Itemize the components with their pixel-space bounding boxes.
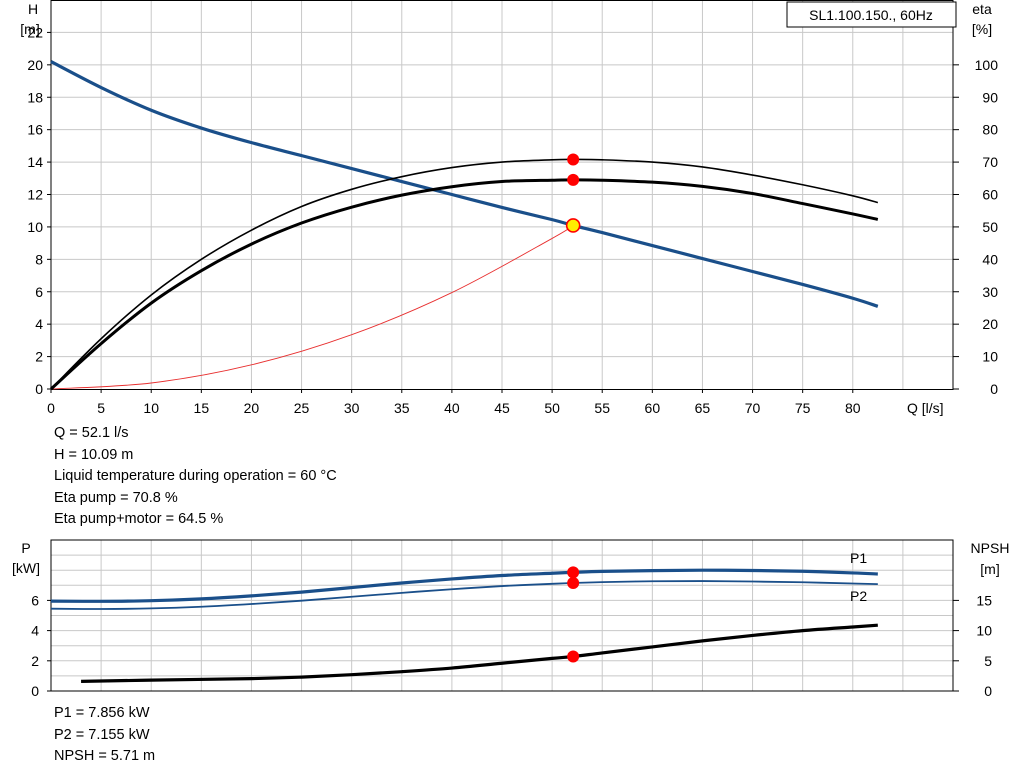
upper-left-axis-label-line2: [m]	[20, 21, 39, 37]
head-curve	[50, 60, 879, 308]
right-y-tick-label: 80	[982, 122, 998, 138]
x-tick-label: 60	[645, 400, 661, 416]
right-y-tick-label: 10	[982, 349, 998, 365]
lower-plot-grid	[51, 540, 953, 691]
lower-plot-markers	[567, 566, 580, 663]
readout-npsh: NPSH = 5.71 m	[54, 748, 156, 764]
x-tick-label: 80	[845, 400, 861, 416]
system-curve	[50, 225, 574, 390]
lower-right-y-tick-labels: 0 5 10 15	[953, 592, 992, 699]
left-y-tick-label: 0	[31, 683, 39, 699]
left-y-tick-label: 4	[35, 316, 43, 332]
series-label-p1: P1	[850, 550, 867, 566]
x-tick-label: 20	[244, 400, 260, 416]
x-tick-label: 45	[494, 400, 510, 416]
left-y-tick-label: 12	[27, 187, 43, 203]
right-y-tick-label: 100	[975, 57, 999, 73]
lower-left-axis-label-line1: P	[21, 540, 30, 556]
operating-point-marker	[567, 566, 580, 579]
right-y-tick-label: 60	[982, 187, 998, 203]
left-y-tick-label: 2	[31, 653, 39, 669]
operating-point-marker	[567, 576, 580, 589]
right-y-tick-label: 70	[982, 154, 998, 170]
left-y-tick-label: 2	[35, 349, 43, 365]
x-tick-label: 30	[344, 400, 360, 416]
readout-flow: Q = 52.1 l/s	[54, 425, 129, 441]
readout-p2: P2 = 7.155 kW	[54, 726, 150, 743]
upper-left-axis-label-line1: H	[28, 1, 38, 17]
x-tick-label: 10	[143, 400, 159, 416]
left-y-tick-label: 16	[27, 122, 43, 138]
lower-plot-frame	[50, 539, 954, 692]
right-y-tick-label: 15	[976, 592, 992, 608]
x-tick-label: 40	[444, 400, 460, 416]
left-y-tick-label: 0	[35, 381, 43, 397]
x-axis-label: Q [l/s]	[907, 400, 944, 416]
upper-plot-markers	[565, 153, 581, 233]
operating-point-marker	[567, 173, 580, 186]
x-tick-label: 15	[194, 400, 210, 416]
readout-p1: P1 = 7.856 kW	[54, 705, 150, 721]
left-y-tick-label: 4	[31, 623, 39, 639]
series-label-p2: P2	[850, 588, 867, 604]
upper-right-y-tick-labels: 0 10 20 30 40 50 60 70 80 90 100	[953, 57, 998, 397]
x-tick-label: 75	[795, 400, 811, 416]
left-y-tick-label: 6	[35, 284, 43, 300]
upper-x-tick-labels: 0 5 10 15 20 25 30 35 40 45 50 55 60 65 70 75 80	[47, 389, 861, 416]
x-tick-label: 65	[695, 400, 711, 416]
x-tick-label: 70	[745, 400, 761, 416]
upper-right-axis-label-line2: [%]	[972, 21, 992, 37]
readout-eta-pump-motor: Eta pump+motor = 64.5 %	[54, 511, 224, 527]
operating-point-marker	[567, 153, 580, 166]
x-tick-label: 0	[47, 400, 55, 416]
duty-point-marker	[565, 218, 581, 233]
right-y-tick-label: 20	[982, 316, 998, 332]
chart-title: SL1.100.150., 60Hz	[809, 7, 933, 23]
lower-right-axis-label-line2: [m]	[980, 561, 999, 577]
lower-left-y-tick-labels: 0 2 4 6	[31, 592, 51, 699]
right-y-tick-label: 50	[982, 219, 998, 235]
right-y-tick-label: 0	[984, 683, 992, 699]
npsh-curve	[81, 623, 878, 683]
upper-left-y-tick-labels: 0 2 4 6 8 10 12 14 16 18 20 22	[27, 24, 51, 397]
p1-curve	[50, 568, 878, 603]
duty-point-readout: Q = 52.1 l/s H = 10.09 m Liquid temperat…	[54, 423, 337, 531]
x-tick-label: 35	[394, 400, 410, 416]
x-tick-label: 55	[594, 400, 610, 416]
x-tick-label: 50	[544, 400, 560, 416]
upper-right-axis-label-line1: eta	[972, 1, 992, 17]
x-tick-label: 5	[97, 400, 105, 416]
eta-pump-curve	[50, 158, 879, 390]
upper-plot-grid	[51, 0, 953, 389]
left-y-tick-label: 14	[27, 154, 43, 170]
eta-pump-motor-curve	[49, 178, 879, 391]
right-y-tick-label: 30	[982, 284, 998, 300]
p2-curve	[50, 580, 878, 610]
readout-liquid-temperature: Liquid temperature during operation = 60…	[54, 468, 337, 484]
right-y-tick-label: 90	[982, 89, 998, 105]
operating-point-marker	[567, 650, 580, 663]
left-y-tick-label: 8	[35, 251, 43, 267]
right-y-tick-label: 40	[982, 251, 998, 267]
left-y-tick-label: 6	[31, 592, 39, 608]
left-y-tick-label: 10	[27, 219, 43, 235]
readout-head: H = 10.09 m	[54, 446, 134, 463]
left-y-tick-label: 22	[27, 24, 43, 40]
right-y-tick-label: 0	[990, 381, 998, 397]
lower-right-axis-label-line1: NPSH	[971, 540, 1010, 556]
lower-plot-series: P1 P2	[50, 550, 878, 683]
right-y-tick-label: 10	[976, 623, 992, 639]
lower-left-axis-label-line2: [kW]	[12, 560, 40, 576]
left-y-tick-label: 18	[27, 89, 43, 105]
x-tick-label: 25	[294, 400, 310, 416]
right-y-tick-label: 5	[984, 653, 992, 669]
left-y-tick-label: 20	[27, 57, 43, 73]
upper-plot-series	[49, 60, 879, 391]
power-readout: P1 = 7.856 kW P2 = 7.155 kW NPSH = 5.71 …	[54, 703, 155, 768]
readout-eta-pump: Eta pump = 70.8 %	[54, 489, 178, 506]
chart-title-box: SL1.100.150., 60Hz	[786, 1, 957, 28]
